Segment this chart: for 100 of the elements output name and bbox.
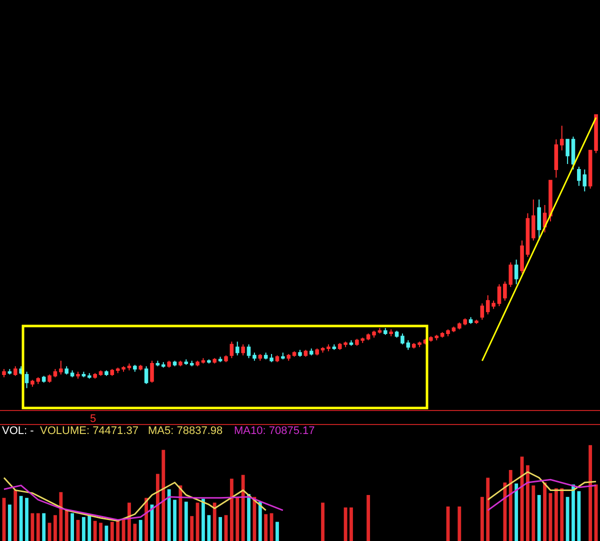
bar <box>503 482 507 541</box>
bar <box>88 515 92 541</box>
bar <box>59 492 63 541</box>
bar <box>133 524 137 541</box>
bar <box>508 470 512 541</box>
bar <box>70 513 74 541</box>
bar <box>14 490 18 541</box>
candlestick <box>48 374 52 384</box>
bar <box>207 515 211 541</box>
bar <box>42 513 46 541</box>
candlestick <box>338 342 342 350</box>
bar <box>162 450 166 541</box>
bar <box>64 510 68 541</box>
bar <box>110 522 114 541</box>
candlestick <box>560 125 564 151</box>
candlestick <box>98 370 103 376</box>
candlestick <box>452 326 456 333</box>
candlestick <box>156 360 160 367</box>
candlestick <box>514 259 518 285</box>
candlestick <box>36 376 40 385</box>
bar <box>144 498 148 541</box>
bar <box>30 513 34 541</box>
bar <box>212 502 216 541</box>
bar <box>241 474 245 541</box>
candlestick <box>566 138 570 164</box>
candlestick <box>304 349 308 358</box>
candlestick <box>178 360 182 367</box>
bar <box>82 517 86 541</box>
bar <box>128 502 131 541</box>
text: MA10: 70875.17 <box>234 425 315 437</box>
candlestick <box>326 344 330 352</box>
bar <box>344 507 348 541</box>
candlestick <box>116 367 120 374</box>
candlestick <box>13 366 18 376</box>
candlestick <box>122 366 126 372</box>
candlestick <box>309 348 314 356</box>
bar <box>190 516 194 541</box>
bar <box>543 482 546 541</box>
bar <box>366 494 370 541</box>
candlestick <box>372 330 376 338</box>
candlestick <box>258 353 262 362</box>
candlestick <box>184 358 188 366</box>
candlestick <box>241 344 245 356</box>
candlestick <box>59 360 63 375</box>
candlestick <box>286 353 291 362</box>
candlestick <box>87 372 92 380</box>
bar <box>138 520 142 541</box>
text: VOLUME: 74471.37 <box>40 425 138 437</box>
bar <box>54 515 57 541</box>
text: MA5: 78837.98 <box>148 425 223 437</box>
bar <box>350 507 353 541</box>
candlestick <box>30 379 34 388</box>
bar <box>276 522 279 541</box>
bar <box>156 474 160 541</box>
bar <box>560 488 564 541</box>
candlestick <box>212 358 217 364</box>
candlestick <box>196 360 200 367</box>
bar <box>8 504 12 541</box>
bar <box>486 478 490 541</box>
candlestick <box>474 319 478 324</box>
bar <box>572 484 575 541</box>
bar <box>480 496 484 541</box>
candlestick <box>2 368 6 378</box>
candlestick <box>82 371 86 378</box>
bar <box>264 514 268 541</box>
bar <box>554 488 558 541</box>
candlestick <box>252 352 256 362</box>
bar <box>202 498 205 541</box>
candlestick <box>93 372 97 380</box>
candlestick <box>446 328 450 337</box>
candlestick <box>76 371 80 380</box>
candlestick <box>235 341 240 356</box>
bar <box>566 496 570 541</box>
candlestick <box>594 114 598 154</box>
bar <box>577 491 581 541</box>
text: 5 <box>90 413 96 425</box>
bar <box>36 513 40 541</box>
candlestick <box>144 366 148 385</box>
bar <box>247 494 250 541</box>
bar <box>458 506 462 541</box>
candlestick <box>104 370 108 376</box>
candlestick <box>526 212 530 258</box>
bar <box>526 465 530 541</box>
candlestick <box>298 349 302 358</box>
candlestick <box>127 363 132 371</box>
bar <box>537 494 541 541</box>
bar <box>236 498 240 541</box>
candlestick <box>383 328 388 336</box>
candlestick <box>264 352 268 360</box>
candlestick <box>548 180 552 222</box>
bar <box>93 520 97 541</box>
bar <box>167 489 171 541</box>
candlestick <box>366 332 370 341</box>
candlestick <box>190 360 194 367</box>
bar <box>99 522 102 541</box>
candlestick <box>161 362 166 368</box>
bar <box>104 526 108 541</box>
candlestick <box>292 350 296 358</box>
candlestick <box>344 341 348 348</box>
candlestick <box>281 352 285 360</box>
